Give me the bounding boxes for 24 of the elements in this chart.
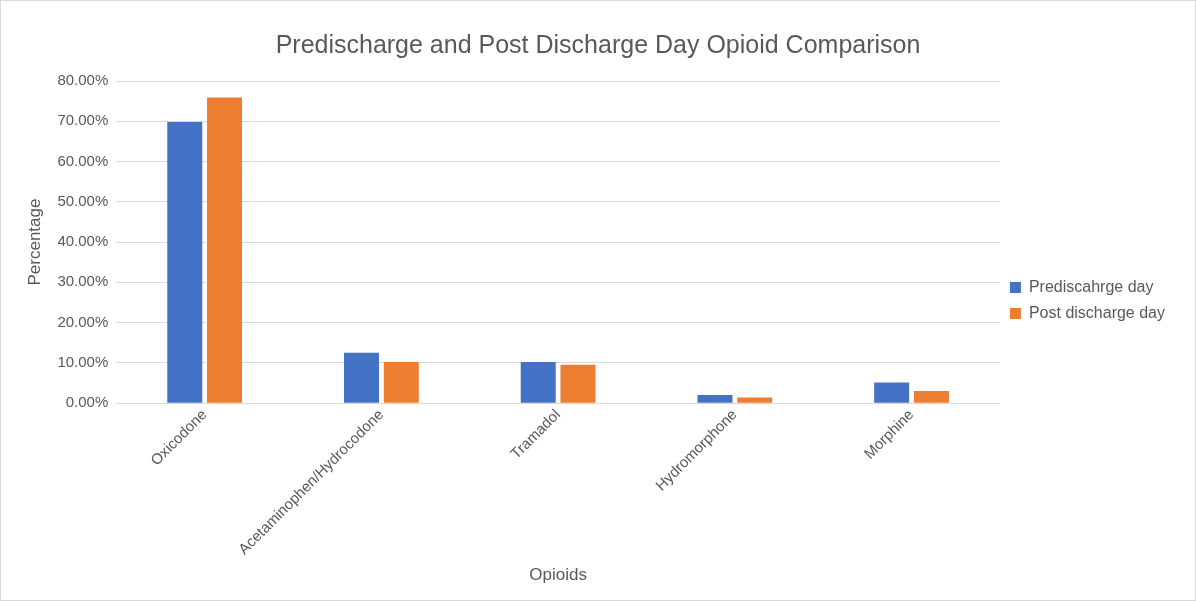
legend-label: Prediscahrge day [1028,277,1154,295]
bar [737,397,773,403]
y-tick-label: 80.00% [57,71,109,89]
y-tick-label: 60.00% [57,151,109,169]
y-tick-label: 50.00% [57,191,109,209]
y-axis-title: Percentage [24,198,44,286]
bar [697,395,733,403]
bar [874,382,910,403]
bar [383,362,419,403]
bar [343,352,379,403]
y-tick-label: 30.00% [57,272,109,290]
chart-title: Predischarge and Post Discharge Day Opioid Comparison [275,29,921,58]
legend-label: Post discharge day [1028,303,1165,321]
y-tick-label: 40.00% [57,232,109,250]
bar [560,364,596,403]
bar [207,97,243,403]
y-tick-label: 0.00% [65,393,109,411]
x-axis-title: Opioids [529,565,587,585]
bar [913,391,949,403]
y-tick-label: 10.00% [57,353,109,370]
bar [167,122,203,403]
y-tick-label: 70.00% [57,111,109,129]
bar [520,362,556,403]
y-tick-label: 20.00% [57,312,109,330]
